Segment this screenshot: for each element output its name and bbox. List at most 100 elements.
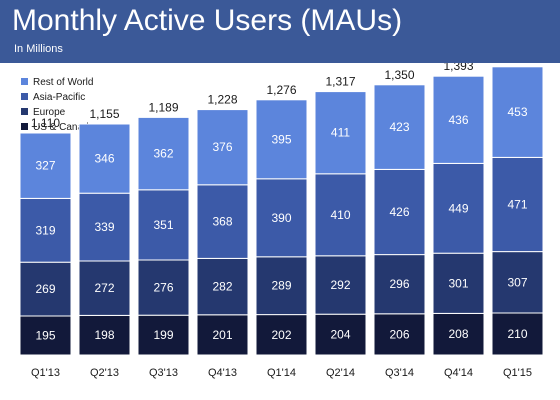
bar-value-label: 198 — [94, 328, 114, 342]
bar-total-label: 1,350 — [384, 68, 414, 82]
bar-segment-us-canada — [373, 313, 426, 356]
bar-value-label: 395 — [271, 132, 291, 146]
bar-value-label: 362 — [153, 147, 173, 161]
bar-segment-rest-of-world — [78, 123, 131, 194]
legend-swatch-us-canada — [21, 123, 28, 130]
x-tick-label: Q1'15 — [503, 367, 532, 379]
bar-value-label: 272 — [94, 281, 114, 295]
bar-value-label: 202 — [271, 328, 291, 342]
bar-value-label: 289 — [271, 279, 291, 293]
legend-label-rest-of-world: Rest of World — [33, 77, 93, 88]
bar-total-label: 1,110 — [31, 116, 60, 130]
bar-value-label: 368 — [212, 215, 232, 229]
bar-segment-rest-of-world — [491, 66, 544, 158]
bar-value-label: 351 — [153, 218, 173, 232]
bar-segment-asia-pacific — [78, 192, 131, 262]
bar-value-label: 390 — [271, 211, 291, 225]
x-tick-label: Q4'14 — [444, 367, 473, 379]
bar-value-label: 210 — [507, 327, 527, 341]
bar-value-label: 453 — [507, 105, 527, 119]
legend-swatch-asia-pacific — [21, 93, 28, 100]
bar-value-label: 307 — [507, 275, 527, 289]
legend-label-asia-pacific: Asia-Pacific — [33, 92, 85, 103]
bar-total-label: 1,317 — [325, 75, 355, 89]
bar-segment-europe — [196, 257, 249, 316]
bar-total-label: 1,155 — [89, 107, 119, 121]
legend-label-europe: Europe — [33, 107, 66, 118]
bar-value-label: 199 — [153, 328, 173, 342]
bar-segment-asia-pacific — [432, 162, 485, 254]
chart-title: Monthly Active Users (MAUs) — [12, 4, 403, 37]
x-tick-label: Q3'14 — [385, 367, 414, 379]
x-tick-label: Q1'13 — [31, 367, 60, 379]
bar-segment-us-canada — [137, 314, 190, 356]
bar-value-label: 204 — [330, 328, 350, 342]
x-tick-label: Q1'14 — [267, 367, 296, 379]
x-tick-label: Q3'13 — [149, 367, 178, 379]
bar-segment-rest-of-world — [255, 99, 308, 180]
bar-value-label: 426 — [389, 205, 409, 219]
bar-value-label: 449 — [448, 201, 468, 215]
bar-segment-europe — [314, 255, 367, 315]
bar-segment-us-canada — [78, 314, 131, 356]
bar-segment-us-canada — [19, 315, 72, 356]
bar-value-label: 471 — [507, 198, 527, 212]
legend-item-rest-of-world: Rest of World — [21, 77, 93, 88]
bar-total-label: 1,276 — [266, 83, 296, 97]
bar-value-label: 296 — [389, 277, 409, 291]
bar-segment-rest-of-world — [432, 75, 485, 164]
x-tick-label: Q2'14 — [326, 367, 355, 379]
bar-group-q1-15: 210 307 471 453 1,441 — [491, 63, 544, 356]
bar-segment-asia-pacific — [137, 189, 190, 261]
chart-subtitle: In Millions — [14, 43, 63, 55]
bar-segment-us-canada — [314, 313, 367, 356]
bar-segment-asia-pacific — [196, 184, 249, 259]
bar-group-q3-14: 206 296 426 423 1,350 — [373, 68, 426, 356]
bar-segment-asia-pacific — [255, 178, 308, 258]
bar-value-label: 201 — [212, 328, 232, 342]
bar-segment-europe — [78, 260, 131, 316]
bar-total-label: 1,441 — [502, 63, 532, 64]
legend-label-us-canada: US & Canada — [33, 122, 95, 133]
x-tick-label: Q2'13 — [90, 367, 119, 379]
bar-value-label: 206 — [389, 327, 409, 341]
bar-value-label: 410 — [330, 208, 350, 222]
bar-value-label: 339 — [94, 220, 114, 234]
bar-value-label: 276 — [153, 281, 173, 295]
bar-group-q1-14: 202 289 390 395 1,276 — [255, 83, 308, 356]
x-axis: Q1'13 Q2'13 Q3'13 Q4'13 Q1'14 Q2'14 Q3'14 Q4'14… — [31, 367, 532, 379]
bar-segment-europe — [255, 256, 308, 316]
bar-segment-europe — [432, 252, 485, 314]
bar-total-label: 1,189 — [148, 100, 178, 114]
chart-legend: Rest of World Asia-Pacific Europe US & Cana… — [21, 77, 95, 133]
bar-group-q2-14: 204 292 410 411 1,317 — [314, 75, 367, 356]
legend-swatch-europe — [21, 108, 28, 115]
bar-segment-asia-pacific — [19, 197, 72, 263]
bar-segment-rest-of-world — [19, 132, 72, 199]
bar-value-label: 327 — [35, 159, 55, 173]
bar-value-label: 195 — [35, 329, 55, 343]
bar-segment-europe — [137, 259, 190, 316]
bar-segment-rest-of-world — [137, 116, 190, 191]
bar-segment-rest-of-world — [196, 109, 249, 186]
legend-item-asia-pacific: Asia-Pacific — [21, 92, 85, 103]
bar-segment-us-canada — [255, 314, 308, 356]
bar-group-q1-13: 195 269 319 327 1,110 — [19, 116, 72, 356]
bar-value-label: 292 — [330, 278, 350, 292]
chart-bars: 195 269 319 327 1,110 198 272 339 346 1,155 199 276… — [19, 63, 544, 356]
bar-segment-europe — [19, 261, 72, 317]
chart-header: Monthly Active Users (MAUs) In Millions — [0, 0, 560, 63]
bar-value-label: 301 — [448, 276, 468, 290]
bar-segment-us-canada — [432, 312, 485, 356]
bar-group-q4-14: 208 301 449 436 1,393 — [432, 63, 485, 356]
bar-value-label: 208 — [448, 327, 468, 341]
legend-item-us-canada: US & Canada — [21, 122, 95, 133]
legend-item-europe: Europe — [21, 107, 66, 118]
bar-group-q4-13: 201 282 368 376 1,228 — [196, 93, 249, 356]
bar-group-q3-13: 199 276 351 362 1,189 — [137, 100, 190, 356]
bar-segment-asia-pacific — [491, 156, 544, 253]
bar-total-label: 1,393 — [443, 63, 473, 73]
bar-segment-europe — [373, 254, 426, 315]
bar-total-label: 1,228 — [207, 93, 237, 107]
bar-segment-rest-of-world — [373, 84, 426, 170]
